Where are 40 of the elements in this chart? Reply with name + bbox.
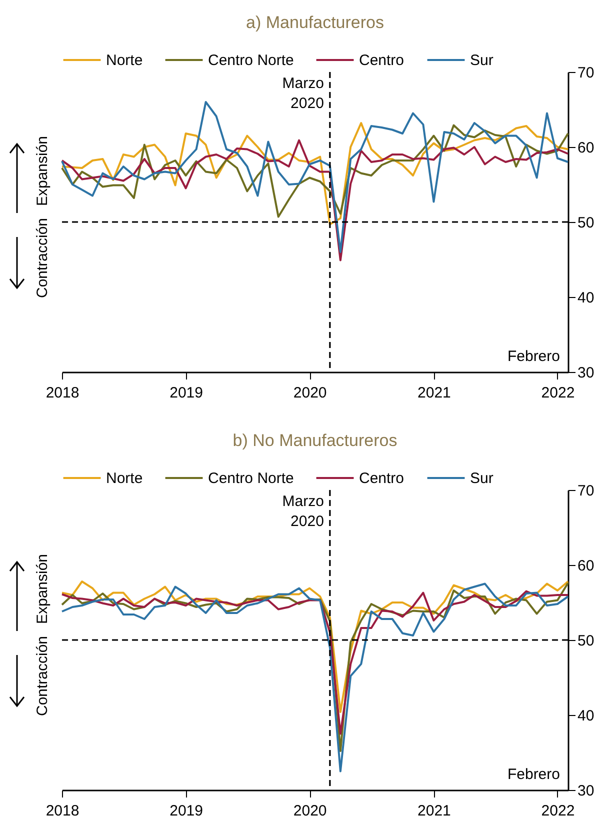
x-tick-label: 2022: [541, 384, 575, 402]
text: Contracción: [34, 218, 51, 298]
legend-label: Norte: [106, 52, 143, 69]
x-tick-label: 2021: [418, 384, 451, 402]
text: Expansión: [34, 136, 51, 206]
legend-label: Sur: [470, 52, 494, 69]
y-tick-label: 70: [578, 482, 594, 500]
text: Expansión: [34, 554, 51, 624]
y-tick-label: 30: [578, 782, 594, 800]
legend-label: Centro: [359, 470, 404, 487]
x-tick-label: 2019: [170, 802, 203, 820]
x-tick-label: 2020: [293, 802, 327, 820]
y-tick-label: 60: [578, 140, 594, 156]
y-tick-label: 70: [578, 64, 594, 82]
x-tick-label: 2019: [170, 384, 203, 402]
line-series: [61, 139, 569, 262]
y-tick-label: 30: [578, 364, 594, 382]
annotation: Febrero: [507, 348, 560, 365]
legend-label: Sur: [470, 470, 494, 487]
line-series: [61, 580, 569, 713]
y-tick-label: 40: [578, 708, 594, 724]
legend-label: Centro: [359, 52, 404, 69]
y-tick-label: 60: [578, 558, 594, 574]
x-tick-label: 2020: [293, 384, 327, 402]
chart-title: a) Manufactureros: [246, 13, 384, 32]
text: Contracción: [34, 636, 51, 716]
y-tick-label: 50: [578, 214, 594, 232]
ref-line-label: Marzo 2020: [282, 75, 324, 112]
x-tick-label: 2022: [541, 802, 575, 820]
y-tick-label: 50: [578, 632, 594, 650]
chart-title: b) No Manufactureros: [232, 431, 398, 450]
annotation: Febrero: [507, 766, 560, 783]
legend-label: Centro Norte: [208, 470, 294, 487]
x-tick-label: 2018: [46, 384, 80, 402]
legend-label: Centro Norte: [208, 52, 294, 69]
ref-line-label: Marzo 2020: [282, 493, 324, 530]
x-tick-label: 2021: [418, 802, 451, 820]
legend-label: Norte: [106, 470, 143, 487]
y-tick-label: 40: [578, 290, 594, 306]
x-tick-label: 2018: [46, 802, 80, 820]
